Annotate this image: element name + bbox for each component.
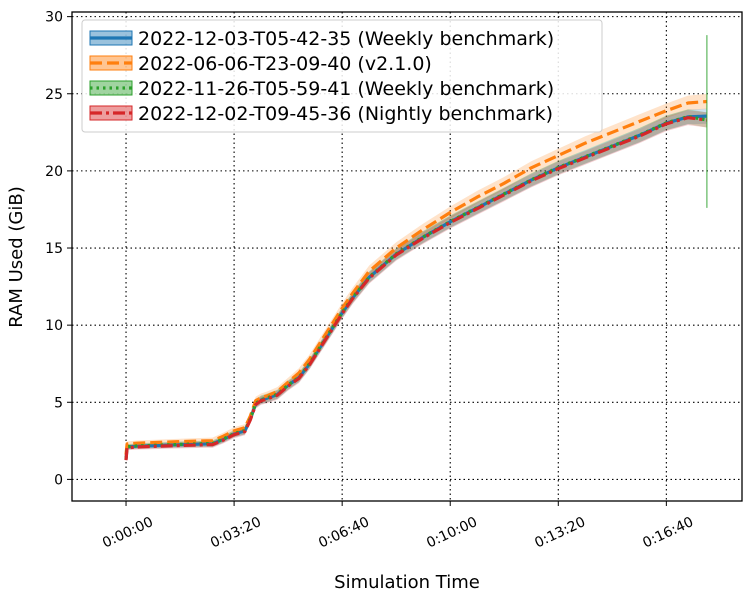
y-axis-label: RAM Used (GiB) [6, 186, 27, 327]
plot-frame [71, 11, 743, 502]
legend-entry-label: 2022-12-02-T09-45-36 (Nightly benchmark) [138, 103, 553, 125]
y-tick-label: 15 [45, 241, 63, 257]
legend-entry-label: 2022-06-06-T23-09-40 (v2.1.0) [138, 53, 432, 75]
y-tick-label: 10 [45, 318, 63, 334]
y-tick-label: 20 [45, 164, 63, 180]
legend-box [81, 19, 603, 133]
y-tick-label: 30 [45, 10, 63, 26]
series-line [124, 116, 708, 461]
y-tick-label: 25 [45, 87, 63, 103]
legend-entry-label: 2022-11-26-T05-59-41 (Weekly benchmark) [138, 78, 554, 100]
y-tick-label: 0 [54, 472, 63, 488]
series-line [124, 99, 708, 455]
legend-entry-label: 2022-12-03-T05-42-35 (Weekly benchmark) [138, 28, 554, 50]
y-tick-label: 5 [54, 395, 63, 411]
x-axis-label: Simulation Time [334, 572, 480, 593]
series-lines [124, 99, 708, 461]
legend: 2022-12-03-T05-42-35 (Weekly benchmark) 2… [81, 19, 603, 133]
